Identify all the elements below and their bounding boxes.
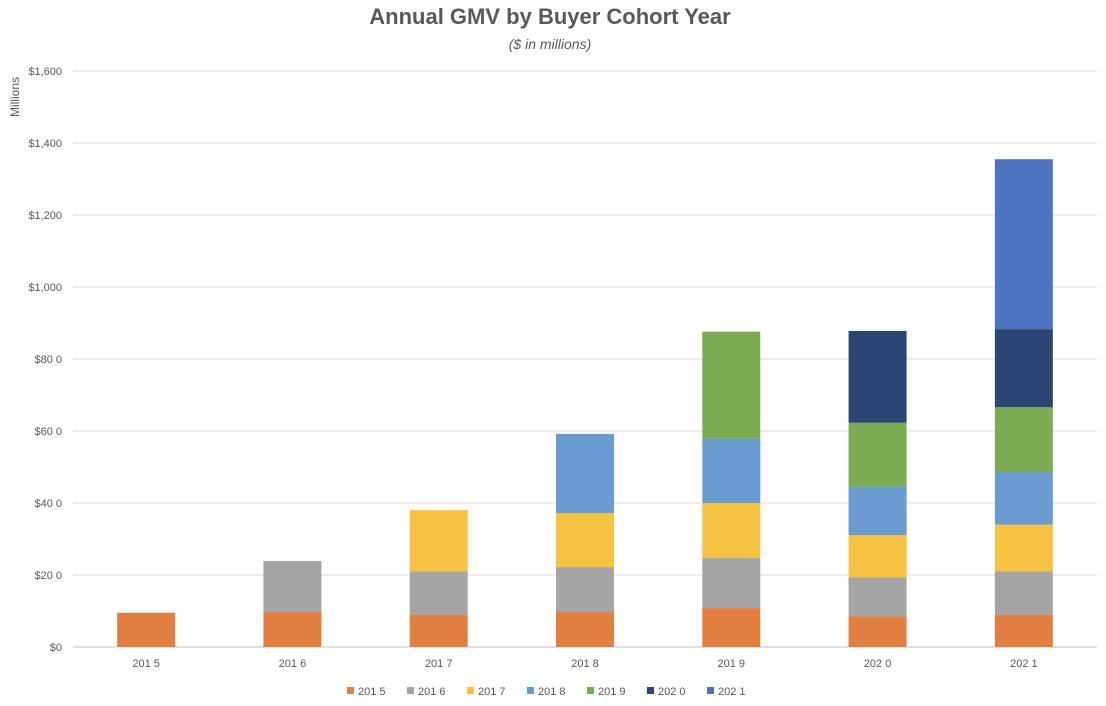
legend-label: 201 9 <box>598 686 626 698</box>
chart-subtitle: ($ in millions) <box>508 36 592 52</box>
legend-label: 201 6 <box>418 686 446 698</box>
legend-label: 201 8 <box>538 686 566 698</box>
bar-segment <box>409 510 468 572</box>
bar-segment <box>848 486 907 536</box>
bar-segment <box>994 472 1053 525</box>
bar-segment <box>848 330 907 423</box>
bar-segment <box>556 433 614 514</box>
legend-label: 202 1 <box>718 686 746 698</box>
bar-segment <box>556 612 614 647</box>
legend-label: 201 5 <box>358 686 386 698</box>
y-tick-label: $40 0 <box>34 498 62 510</box>
legend-swatch <box>407 687 414 694</box>
bar-segment <box>702 503 761 558</box>
bar-segment <box>409 571 468 615</box>
bar-segment <box>702 557 761 609</box>
x-tick-label: 201 8 <box>571 658 599 670</box>
bar-segment <box>556 567 614 613</box>
y-tick-label: $1,400 <box>28 138 62 150</box>
bar-segment <box>848 535 907 578</box>
x-tick-label: 201 5 <box>132 658 160 670</box>
bar-segment <box>702 608 761 647</box>
y-tick-label: $80 0 <box>34 354 62 366</box>
y-tick-label: $60 0 <box>34 426 62 438</box>
y-tick-label: $20 0 <box>34 570 62 582</box>
x-tick-label: 201 6 <box>279 658 307 670</box>
bar-segment <box>994 524 1053 572</box>
x-tick-label: 202 0 <box>864 658 892 670</box>
legend-swatch <box>587 687 594 694</box>
bar-segment <box>994 159 1053 330</box>
bar-segment <box>994 329 1053 408</box>
y-tick-label: $1,000 <box>28 282 62 294</box>
bar-segment <box>263 560 322 613</box>
bar-segment <box>409 614 468 647</box>
x-tick-label: 202 1 <box>1010 658 1038 670</box>
bar-segment <box>702 438 761 503</box>
y-tick-label: $1,200 <box>28 210 62 222</box>
chart-title: Annual GMV by Buyer Cohort Year <box>369 4 731 29</box>
bar-segment <box>848 577 907 617</box>
bar-segment <box>848 422 907 487</box>
bar-segment <box>117 612 176 647</box>
legend-swatch <box>467 687 474 694</box>
x-tick-label: 201 7 <box>425 658 453 670</box>
legend-label: 202 0 <box>658 686 686 698</box>
legend-label: 201 7 <box>478 686 506 698</box>
bar-segment <box>994 571 1053 615</box>
bar-segment <box>556 513 614 568</box>
y-tick-label: $0 <box>50 642 62 654</box>
bar-segment <box>848 616 907 647</box>
bar-segment <box>994 407 1053 473</box>
x-tick-label: 201 9 <box>718 658 746 670</box>
bar-segment <box>263 612 322 647</box>
legend-swatch <box>347 687 354 694</box>
legend-swatch <box>527 687 534 694</box>
legend-swatch <box>707 687 714 694</box>
y-tick-label: $1,600 <box>28 66 62 78</box>
bar-segment <box>994 614 1053 647</box>
bar-segment <box>702 331 761 439</box>
legend-swatch <box>647 687 654 694</box>
